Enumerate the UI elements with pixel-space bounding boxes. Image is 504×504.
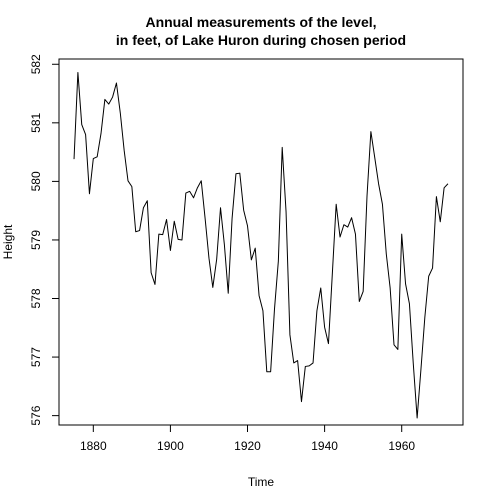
y-tick-label: 578 [29,288,43,308]
y-axis: 576 577 578 579 580 581 582 [29,54,60,426]
x-tick-label: 1940 [311,439,338,453]
chart-title-line-1: Annual measurements of the level, [145,14,376,30]
x-axis: 1880 1900 1920 1940 1960 [80,424,415,453]
y-tick-label: 579 [29,230,43,250]
x-tick-label: 1960 [388,439,415,453]
y-tick-label: 580 [29,171,43,191]
y-tick-label: 581 [29,112,43,132]
x-axis-label: Time [248,475,275,489]
x-tick-label: 1900 [157,439,184,453]
y-tick-label: 582 [29,54,43,74]
chart-title-line-2: in feet, of Lake Huron during chosen per… [116,32,406,48]
y-axis-label: Height [1,224,15,259]
x-tick-label: 1880 [80,439,107,453]
y-tick-label: 576 [29,405,43,425]
x-tick-label: 1920 [234,439,261,453]
series-line [73,71,449,419]
y-tick-label: 577 [29,347,43,367]
